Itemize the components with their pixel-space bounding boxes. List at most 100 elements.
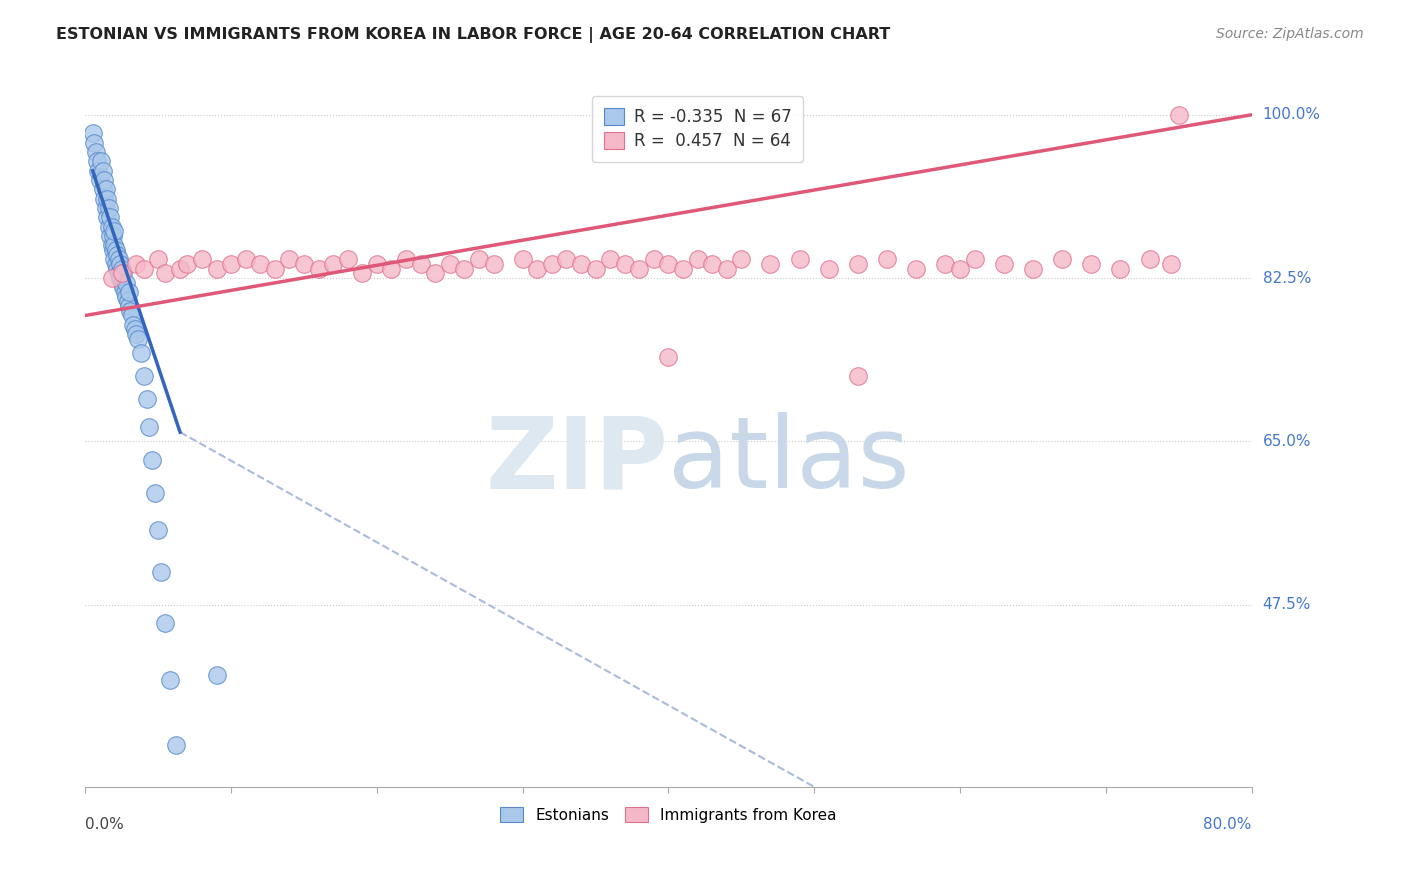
Point	[322, 257, 344, 271]
Point	[453, 261, 475, 276]
Point	[93, 192, 115, 206]
Point	[643, 252, 665, 267]
Point	[124, 322, 146, 336]
Point	[86, 154, 108, 169]
Point	[94, 201, 117, 215]
Point	[817, 261, 839, 276]
Point	[84, 145, 107, 160]
Point	[686, 252, 709, 267]
Point	[555, 252, 578, 267]
Point	[112, 280, 135, 294]
Point	[98, 211, 121, 225]
Point	[112, 267, 135, 281]
Point	[263, 261, 285, 276]
Point	[1109, 261, 1132, 276]
Point	[336, 252, 359, 267]
Point	[82, 127, 104, 141]
Point	[1139, 252, 1161, 267]
Point	[83, 136, 105, 150]
Point	[138, 420, 160, 434]
Point	[101, 243, 124, 257]
Legend: Estonians, Immigrants from Korea: Estonians, Immigrants from Korea	[495, 801, 842, 829]
Point	[111, 261, 134, 276]
Point	[366, 257, 388, 271]
Text: 80.0%: 80.0%	[1204, 817, 1251, 832]
Point	[110, 257, 132, 271]
Point	[235, 252, 257, 267]
Point	[628, 261, 651, 276]
Point	[191, 252, 214, 267]
Point	[672, 261, 695, 276]
Point	[730, 252, 752, 267]
Point	[876, 252, 898, 267]
Point	[100, 271, 122, 285]
Point	[1167, 108, 1189, 122]
Point	[352, 267, 374, 281]
Point	[101, 229, 124, 244]
Point	[108, 252, 131, 267]
Point	[125, 257, 148, 271]
Point	[292, 257, 315, 271]
Point	[482, 257, 505, 271]
Point	[104, 243, 127, 257]
Point	[117, 294, 139, 309]
Point	[115, 276, 138, 290]
Point	[97, 201, 120, 215]
Point	[165, 738, 187, 752]
Point	[540, 257, 562, 271]
Point	[111, 276, 134, 290]
Point	[103, 224, 125, 238]
Point	[118, 299, 141, 313]
Point	[91, 182, 114, 196]
Point	[949, 261, 972, 276]
Point	[170, 794, 193, 808]
Point	[934, 257, 956, 271]
Text: 47.5%: 47.5%	[1263, 598, 1310, 612]
Point	[155, 267, 177, 281]
Point	[90, 154, 112, 169]
Point	[1160, 257, 1182, 271]
Point	[94, 182, 117, 196]
Point	[585, 261, 607, 276]
Point	[526, 261, 548, 276]
Point	[103, 238, 125, 252]
Point	[1080, 257, 1102, 271]
Point	[120, 303, 142, 318]
Point	[105, 248, 128, 262]
Point	[205, 668, 228, 682]
Point	[132, 261, 155, 276]
Point	[93, 173, 115, 187]
Point	[789, 252, 811, 267]
Point	[135, 392, 157, 407]
Point	[176, 850, 198, 864]
Point	[155, 616, 177, 631]
Point	[118, 285, 141, 299]
Point	[143, 485, 166, 500]
Point	[278, 252, 301, 267]
Point	[108, 267, 131, 281]
Point	[657, 257, 679, 271]
Point	[97, 219, 120, 234]
Point	[89, 173, 111, 187]
Point	[159, 673, 181, 687]
Point	[132, 369, 155, 384]
Point	[150, 565, 173, 579]
Point	[148, 523, 170, 537]
Point	[205, 261, 228, 276]
Point	[599, 252, 621, 267]
Point	[91, 163, 114, 178]
Text: 100.0%: 100.0%	[1263, 107, 1320, 122]
Point	[249, 257, 271, 271]
Point	[125, 327, 148, 342]
Point	[121, 309, 143, 323]
Point	[96, 192, 118, 206]
Point	[993, 257, 1015, 271]
Point	[759, 257, 782, 271]
Point	[169, 261, 191, 276]
Point	[439, 257, 461, 271]
Point	[219, 257, 242, 271]
Text: 82.5%: 82.5%	[1263, 270, 1310, 285]
Point	[395, 252, 418, 267]
Text: Source: ZipAtlas.com: Source: ZipAtlas.com	[1216, 27, 1364, 41]
Point	[1050, 252, 1073, 267]
